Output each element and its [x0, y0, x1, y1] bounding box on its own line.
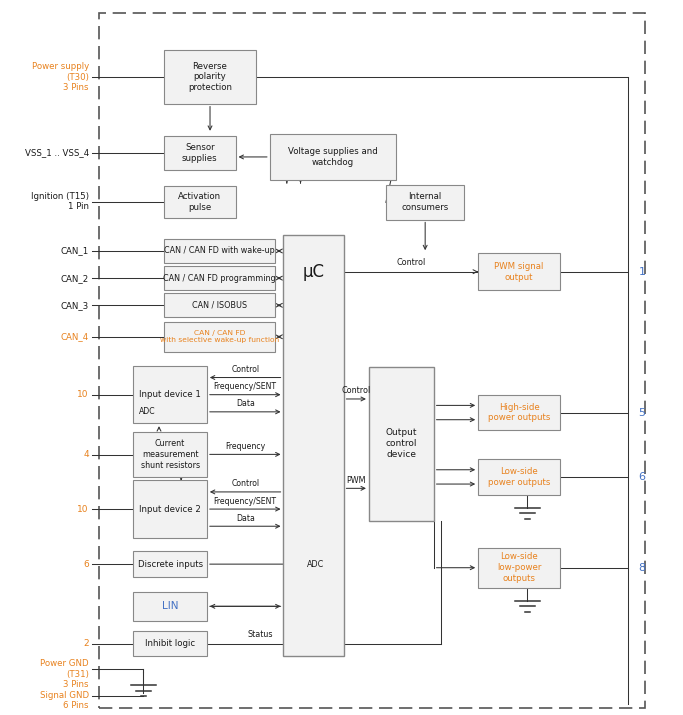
Text: 8: 8 — [639, 563, 645, 573]
Text: CAN / CAN FD programming: CAN / CAN FD programming — [163, 274, 275, 282]
Text: CAN_3: CAN_3 — [61, 301, 89, 310]
Bar — [164, 50, 256, 104]
Bar — [164, 266, 275, 290]
Text: Current
measurement
shunt resistors: Current measurement shunt resistors — [141, 439, 199, 470]
Text: Frequency: Frequency — [225, 442, 265, 450]
Text: CAN_1: CAN_1 — [61, 247, 89, 255]
Text: High-side
power outputs: High-side power outputs — [488, 403, 550, 423]
Text: Data: Data — [236, 399, 255, 408]
Bar — [164, 136, 236, 170]
Text: CAN / CAN FD with wake-up: CAN / CAN FD with wake-up — [164, 247, 275, 255]
Text: μC: μC — [303, 263, 324, 281]
Text: Activation
pulse: Activation pulse — [178, 192, 221, 212]
Bar — [133, 480, 207, 538]
Bar — [386, 185, 464, 220]
Bar — [164, 293, 275, 317]
Text: 10: 10 — [77, 505, 89, 513]
Text: LIN: LIN — [162, 601, 178, 611]
Text: Status: Status — [247, 630, 273, 639]
Text: Signal GND
6 Pins: Signal GND 6 Pins — [40, 691, 89, 711]
Text: Ignition (T15)
1 Pin: Ignition (T15) 1 Pin — [31, 192, 89, 212]
Text: Control: Control — [231, 365, 260, 374]
Text: Low-side
low-power
outputs: Low-side low-power outputs — [497, 553, 541, 583]
Text: Voltage supplies and
watchdog: Voltage supplies and watchdog — [288, 147, 378, 167]
Text: Input device 2: Input device 2 — [139, 505, 201, 513]
Text: Discrete inputs: Discrete inputs — [137, 560, 203, 568]
Text: 4: 4 — [83, 450, 89, 459]
Text: 5: 5 — [639, 408, 645, 418]
Bar — [164, 186, 236, 218]
Text: Frequency/SENT: Frequency/SENT — [214, 382, 277, 391]
Bar — [283, 235, 344, 656]
Text: Power supply
(T30)
3 Pins: Power supply (T30) 3 Pins — [31, 62, 89, 92]
Text: 10: 10 — [77, 390, 89, 399]
Text: Power GND
(T31)
3 Pins: Power GND (T31) 3 Pins — [40, 659, 89, 689]
Text: VSS_1 .. VSS_4: VSS_1 .. VSS_4 — [25, 149, 89, 157]
Text: Internal
consumers: Internal consumers — [402, 192, 449, 212]
Bar — [133, 631, 207, 656]
Text: ADC: ADC — [307, 560, 324, 568]
Text: Control: Control — [231, 479, 260, 488]
Text: CAN_2: CAN_2 — [61, 274, 89, 282]
Bar — [478, 459, 560, 495]
Bar — [133, 551, 207, 577]
Bar — [270, 134, 396, 180]
Text: Input device 1: Input device 1 — [139, 390, 201, 399]
Text: CAN / CAN FD
with selective wake-up function: CAN / CAN FD with selective wake-up func… — [160, 330, 279, 343]
Text: Output
control
device: Output control device — [385, 428, 417, 459]
Bar — [478, 253, 560, 290]
Text: CAN / ISOBUS: CAN / ISOBUS — [192, 301, 247, 310]
Text: ADC: ADC — [139, 407, 155, 416]
Text: CAN_4: CAN_4 — [61, 332, 89, 341]
Text: 6: 6 — [639, 472, 645, 482]
Bar — [164, 322, 275, 352]
Text: 2: 2 — [83, 639, 89, 648]
Text: Control: Control — [342, 386, 371, 395]
Text: 1: 1 — [639, 267, 645, 277]
Text: Control: Control — [396, 258, 426, 267]
Bar — [133, 432, 207, 477]
Bar — [133, 592, 207, 621]
Bar — [478, 395, 560, 430]
Text: Frequency/SENT: Frequency/SENT — [214, 496, 277, 506]
Text: Reverse
polarity
protection: Reverse polarity protection — [188, 61, 232, 92]
Bar — [369, 367, 434, 521]
Text: 6: 6 — [83, 560, 89, 568]
Text: Data: Data — [236, 513, 255, 523]
Bar — [164, 239, 275, 263]
Bar — [478, 548, 560, 588]
Text: Sensor
supplies: Sensor supplies — [182, 143, 218, 163]
Text: Low-side
power outputs: Low-side power outputs — [488, 467, 550, 487]
Text: Inhibit logic: Inhibit logic — [145, 639, 195, 648]
Text: PWM: PWM — [346, 475, 366, 485]
Bar — [99, 13, 645, 708]
Bar — [133, 366, 207, 423]
Text: PWM signal
output: PWM signal output — [494, 262, 544, 282]
